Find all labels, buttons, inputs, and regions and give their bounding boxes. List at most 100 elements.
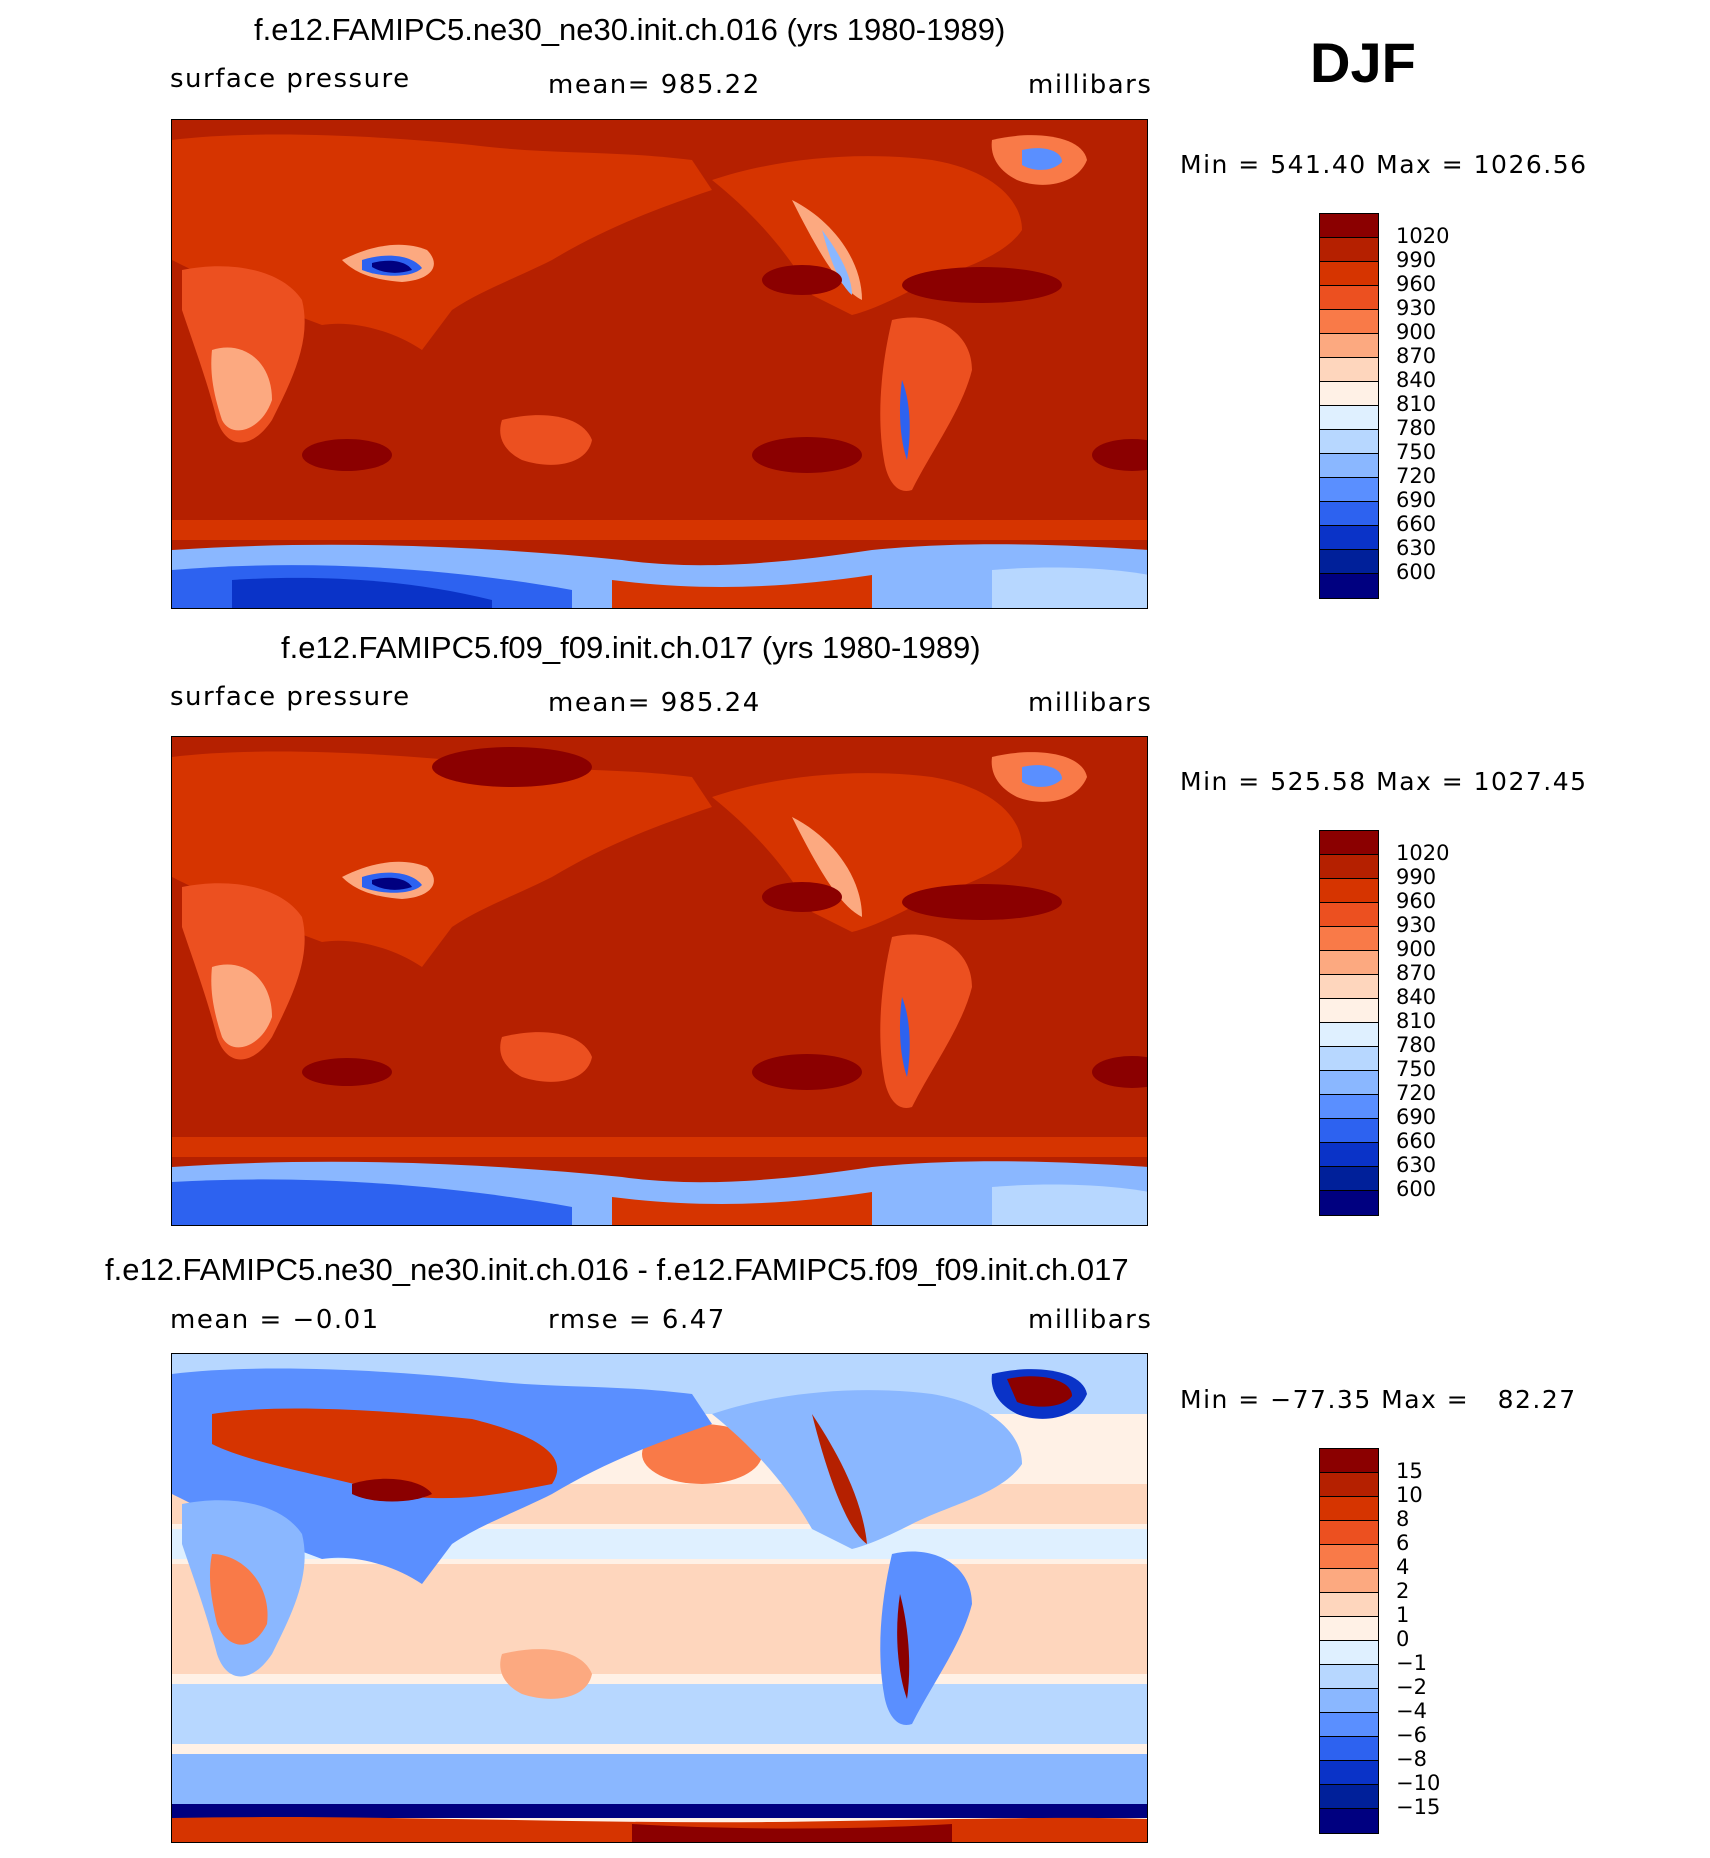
colorbar-swatch	[1320, 1569, 1378, 1593]
colorbar-label: −8	[1396, 1747, 1427, 1771]
panel-1-map-svg	[172, 120, 1147, 608]
panel-2-minmax: Min = 525.58 Max = 1027.45	[1180, 767, 1588, 796]
colorbar-label: 0	[1396, 1627, 1410, 1651]
colorbar-label: 960	[1396, 889, 1437, 913]
colorbar-label: 6	[1396, 1531, 1410, 1555]
colorbar-swatch	[1320, 999, 1378, 1023]
panel-3-title: f.e12.FAMIPC5.ne30_ne30.init.ch.016 - f.…	[105, 1252, 1129, 1287]
colorbar-label: 840	[1396, 368, 1437, 392]
colorbar-swatch	[1320, 502, 1378, 526]
colorbar-swatch	[1320, 1119, 1378, 1143]
colorbar-swatch	[1320, 238, 1378, 262]
colorbar-swatch	[1320, 855, 1378, 879]
colorbar-label: 1	[1396, 1603, 1410, 1627]
panel-1-map	[171, 119, 1148, 609]
panel-2-colorbar	[1319, 830, 1379, 1216]
colorbar-swatch	[1320, 1545, 1378, 1569]
colorbar-swatch	[1320, 454, 1378, 478]
colorbar-swatch	[1320, 1689, 1378, 1713]
colorbar-label: −2	[1396, 1675, 1427, 1699]
colorbar-label: 690	[1396, 488, 1437, 512]
colorbar-label: 4	[1396, 1555, 1410, 1579]
panel-1-units: millibars	[1028, 70, 1153, 100]
colorbar-label: 1020	[1396, 841, 1450, 865]
colorbar-swatch	[1320, 1737, 1378, 1761]
colorbar-label: 990	[1396, 248, 1437, 272]
colorbar-label: 15	[1396, 1459, 1423, 1483]
colorbar-swatch	[1320, 1809, 1378, 1833]
colorbar-label: 600	[1396, 1177, 1437, 1201]
panel-1-title: f.e12.FAMIPC5.ne30_ne30.init.ch.016 (yrs…	[254, 12, 1006, 47]
colorbar-swatch	[1320, 334, 1378, 358]
colorbar-swatch	[1320, 927, 1378, 951]
colorbar-swatch	[1320, 406, 1378, 430]
colorbar-label: 630	[1396, 536, 1437, 560]
colorbar-swatch	[1320, 879, 1378, 903]
colorbar-swatch	[1320, 478, 1378, 502]
colorbar-swatch	[1320, 1095, 1378, 1119]
panel-1-minmax: Min = 541.40 Max = 1026.56	[1180, 150, 1588, 179]
colorbar-swatch	[1320, 574, 1378, 598]
colorbar-label: 960	[1396, 272, 1437, 296]
colorbar-label: 720	[1396, 464, 1437, 488]
season-label: DJF	[1310, 31, 1416, 94]
colorbar-swatch	[1320, 358, 1378, 382]
colorbar-label: 900	[1396, 937, 1437, 961]
panel-2-title: f.e12.FAMIPC5.f09_f09.init.ch.017 (yrs 1…	[281, 630, 981, 665]
panel-2-units: millibars	[1028, 688, 1153, 718]
colorbar-label: 930	[1396, 296, 1437, 320]
colorbar-label: 990	[1396, 865, 1437, 889]
panel-3-map	[171, 1353, 1148, 1843]
colorbar-label: 780	[1396, 1033, 1437, 1057]
colorbar-label: 10	[1396, 1483, 1423, 1507]
colorbar-swatch	[1320, 951, 1378, 975]
colorbar-swatch	[1320, 262, 1378, 286]
panel-2-map	[171, 736, 1148, 1226]
colorbar-label: −1	[1396, 1651, 1427, 1675]
colorbar-swatch	[1320, 975, 1378, 999]
panel-3-mean: mean = −0.01	[170, 1305, 380, 1335]
colorbar-swatch	[1320, 1617, 1378, 1641]
colorbar-swatch	[1320, 382, 1378, 406]
panel-1-colorbar	[1319, 213, 1379, 599]
colorbar-label: 870	[1396, 344, 1437, 368]
panel-2-map-svg	[172, 737, 1147, 1225]
colorbar-swatch	[1320, 310, 1378, 334]
colorbar-swatch	[1320, 1167, 1378, 1191]
colorbar-label: 2	[1396, 1579, 1410, 1603]
colorbar-swatch	[1320, 1191, 1378, 1215]
colorbar-label: 870	[1396, 961, 1437, 985]
colorbar-label: 8	[1396, 1507, 1410, 1531]
colorbar-swatch	[1320, 1665, 1378, 1689]
colorbar-swatch	[1320, 1641, 1378, 1665]
colorbar-label: 1020	[1396, 224, 1450, 248]
colorbar-swatch	[1320, 430, 1378, 454]
colorbar-label: 660	[1396, 1129, 1437, 1153]
panel-1-variable: surface pressure	[170, 64, 411, 94]
colorbar-swatch	[1320, 1761, 1378, 1785]
colorbar-label: 840	[1396, 985, 1437, 1009]
colorbar-swatch	[1320, 1143, 1378, 1167]
colorbar-swatch	[1320, 1473, 1378, 1497]
colorbar-label: −15	[1396, 1795, 1441, 1819]
colorbar-label: 690	[1396, 1105, 1437, 1129]
colorbar-label: 810	[1396, 1009, 1437, 1033]
panel-3-units: millibars	[1028, 1305, 1153, 1335]
colorbar-label: 600	[1396, 560, 1437, 584]
colorbar-swatch	[1320, 1071, 1378, 1095]
colorbar-label: 720	[1396, 1081, 1437, 1105]
colorbar-label: 900	[1396, 320, 1437, 344]
colorbar-swatch	[1320, 1713, 1378, 1737]
colorbar-label: −4	[1396, 1699, 1427, 1723]
colorbar-swatch	[1320, 526, 1378, 550]
colorbar-swatch	[1320, 1497, 1378, 1521]
colorbar-label: 780	[1396, 416, 1437, 440]
colorbar-swatch	[1320, 1449, 1378, 1473]
colorbar-swatch	[1320, 1023, 1378, 1047]
panel-1-mean: mean= 985.22	[548, 70, 761, 100]
colorbar-swatch	[1320, 214, 1378, 238]
colorbar-swatch	[1320, 1593, 1378, 1617]
colorbar-swatch	[1320, 903, 1378, 927]
panel-3-rmse: rmse = 6.47	[548, 1305, 726, 1335]
panel-2-mean: mean= 985.24	[548, 688, 761, 718]
